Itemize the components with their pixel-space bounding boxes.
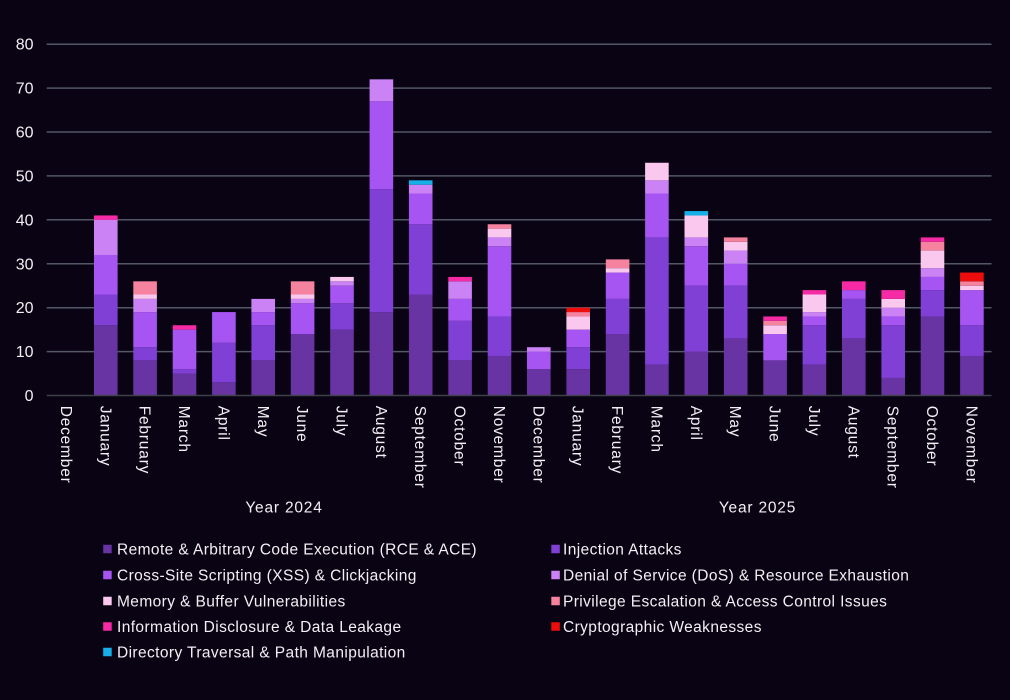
svg-text:February: February: [608, 406, 625, 474]
svg-text:May: May: [254, 406, 271, 438]
svg-text:August: August: [372, 406, 389, 459]
svg-text:70: 70: [16, 81, 34, 98]
svg-text:30: 30: [16, 256, 34, 273]
svg-text:20: 20: [16, 300, 34, 317]
svg-text:March: March: [175, 406, 192, 453]
svg-text:June: June: [293, 406, 310, 443]
svg-text:Cross-Site Scripting (XSS) & C: Cross-Site Scripting (XSS) & Clickjackin…: [117, 568, 417, 585]
svg-text:August: August: [844, 406, 861, 459]
svg-text:Memory & Buffer Vulnerabilitie: Memory & Buffer Vulnerabilities: [117, 594, 346, 611]
svg-text:Injection Attacks: Injection Attacks: [563, 542, 682, 559]
svg-text:Cryptographic Weaknesses: Cryptographic Weaknesses: [563, 619, 762, 636]
svg-text:November: November: [490, 406, 507, 484]
svg-text:Directory Traversal & Path Man: Directory Traversal & Path Manipulation: [117, 645, 406, 662]
svg-text:Year 2025: Year 2025: [719, 499, 796, 516]
svg-text:July: July: [805, 406, 822, 437]
svg-text:0: 0: [25, 388, 34, 405]
svg-text:February: February: [136, 406, 153, 474]
svg-text:September: September: [411, 406, 428, 489]
svg-text:April: April: [687, 406, 704, 441]
svg-text:40: 40: [16, 212, 34, 229]
svg-text:July: July: [333, 406, 350, 437]
svg-text:May: May: [726, 406, 743, 438]
svg-text:Year 2024: Year 2024: [245, 499, 322, 516]
svg-text:September: September: [884, 406, 901, 489]
svg-text:10: 10: [16, 344, 34, 361]
svg-text:50: 50: [16, 168, 34, 185]
svg-text:January: January: [569, 406, 586, 467]
svg-text:October: October: [451, 406, 468, 467]
svg-text:April: April: [214, 406, 231, 441]
svg-text:Denial of Service (DoS) & Res: Denial of Service (DoS) & Resource Exhau…: [563, 568, 909, 585]
svg-text:December: December: [529, 406, 546, 484]
svg-text:January: January: [96, 406, 113, 467]
svg-text:March: March: [647, 406, 664, 453]
svg-text:December: December: [57, 406, 74, 484]
svg-text:60: 60: [16, 125, 34, 142]
svg-text:Information Disclosure & Data: Information Disclosure & Data Leakage: [117, 619, 401, 636]
svg-text:November: November: [962, 406, 979, 484]
svg-text:80: 80: [16, 37, 34, 54]
svg-text:October: October: [923, 406, 940, 467]
svg-text:Privilege Escalation & Access: Privilege Escalation & Access Control Is…: [563, 594, 887, 611]
svg-text:June: June: [766, 406, 783, 443]
svg-text:Remote & Arbitrary Code Execut: Remote & Arbitrary Code Execution (RCE &…: [117, 542, 477, 559]
